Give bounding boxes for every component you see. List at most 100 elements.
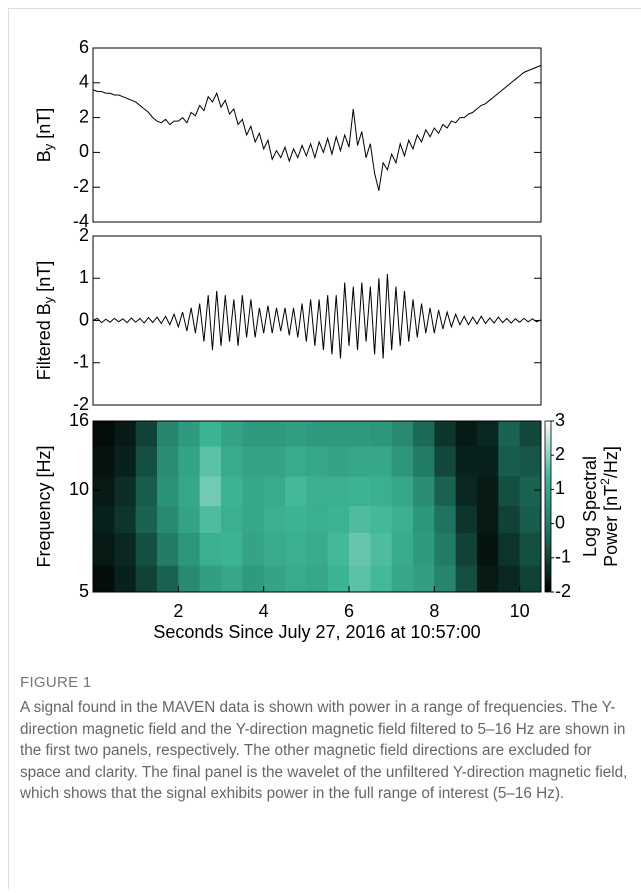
data-line <box>92 64 542 191</box>
heatmap-cell <box>498 476 521 507</box>
colorbar-label-part: /Hz] <box>601 446 621 478</box>
heatmap-cell <box>349 445 371 477</box>
heatmap-cell <box>413 532 435 566</box>
y-axis-label-part: Filtered B <box>34 303 54 380</box>
heatmap-cell <box>434 532 457 566</box>
heatmap-cell <box>199 505 222 533</box>
colorbar-label: Log Spectral <box>580 456 600 557</box>
y-axis-label: By [nT] <box>34 108 57 163</box>
y-axis-label-part: [nT] <box>34 108 54 144</box>
heatmap-cell <box>114 505 137 533</box>
heatmap-cell <box>199 445 222 477</box>
heatmap-cell <box>221 505 243 533</box>
heatmap-cell <box>477 476 499 507</box>
heatmap-cell <box>455 421 478 447</box>
heatmap-cell <box>306 505 329 533</box>
heatmap-cell <box>285 476 307 507</box>
heatmap-cell <box>370 505 393 533</box>
heatmap-cell <box>306 445 329 477</box>
heatmap-cell <box>349 565 371 593</box>
heatmap-cell <box>498 421 521 447</box>
data-line <box>92 273 542 359</box>
y-tick-label: -1 <box>73 352 89 372</box>
heatmap-cell <box>306 532 329 566</box>
heatmap-cell <box>413 476 435 507</box>
heatmap-cell <box>285 532 307 566</box>
heatmap-cell <box>263 532 286 566</box>
y-tick-label: 0 <box>79 309 89 329</box>
y-tick-label: -2 <box>73 394 89 414</box>
heatmap-cell <box>519 505 542 533</box>
heatmap-cell <box>285 421 307 447</box>
heatmap-cell <box>349 532 371 566</box>
heatmap-cell <box>498 565 521 593</box>
figure-frame <box>8 8 641 889</box>
heatmap-cell <box>391 421 414 447</box>
heatmap-cell <box>157 445 179 477</box>
heatmap-cell <box>157 505 179 533</box>
heatmap-cell <box>114 565 137 593</box>
y-tick-label: 16 <box>69 410 89 430</box>
heatmap-cell <box>135 421 158 447</box>
heatmap-cell <box>135 565 158 593</box>
heatmap-cell <box>455 505 478 533</box>
heatmap-cell <box>455 565 478 593</box>
heatmap-cell <box>413 445 435 477</box>
x-tick-label: 6 <box>344 601 354 621</box>
heatmap-cell <box>285 445 307 477</box>
heatmap-cell <box>178 565 201 593</box>
y-tick-label: 6 <box>79 37 89 57</box>
heatmap-cell <box>498 505 521 533</box>
heatmap-cell <box>157 421 179 447</box>
heatmap-cell <box>519 565 542 593</box>
heatmap-cell <box>306 421 329 447</box>
heatmap-cell <box>370 532 393 566</box>
y-tick-label: 4 <box>79 72 89 92</box>
heatmap-cell <box>413 421 435 447</box>
heatmap-cell <box>370 476 393 507</box>
colorbar-label-part: 2 <box>598 478 612 485</box>
heatmap-cell <box>157 532 179 566</box>
heatmap-cell <box>327 565 350 593</box>
heatmap-cell <box>221 565 243 593</box>
heatmap-cell <box>477 421 499 447</box>
heatmap-cell <box>519 421 542 447</box>
heatmap-cell <box>178 445 201 477</box>
heatmap-cell <box>178 505 201 533</box>
heatmap-cell <box>498 445 521 477</box>
colorbar-label-part: Power [nT <box>601 485 621 567</box>
heatmap-cell <box>327 532 350 566</box>
plot-frame <box>92 47 542 223</box>
heatmap-cell <box>135 532 158 566</box>
heatmap-cell <box>285 505 307 533</box>
heatmap-cell <box>370 421 393 447</box>
heatmap-cell <box>114 476 137 507</box>
y-tick-label: 1 <box>79 267 89 287</box>
y-tick-label: -2 <box>73 176 89 196</box>
y-axis-label-part: B <box>34 150 54 162</box>
heatmap-cell <box>93 421 115 447</box>
heatmap-cell <box>199 476 222 507</box>
colorbar-label: Power [nT2/Hz] <box>598 446 621 567</box>
y-axis-label-part: [nT] <box>34 261 54 297</box>
heatmap-cell <box>391 505 414 533</box>
heatmap-cell <box>370 445 393 477</box>
heatmap-cell <box>455 476 478 507</box>
heatmap-cell <box>349 421 371 447</box>
heatmap-cell <box>199 421 222 447</box>
heatmap-cell <box>242 505 265 533</box>
heatmap-cell <box>263 505 286 533</box>
heatmap-cell <box>242 565 265 593</box>
heatmap-cell <box>519 532 542 566</box>
heatmap-cell <box>93 532 115 566</box>
heatmap-cell <box>498 532 521 566</box>
y-axis-label-part: y <box>41 143 56 150</box>
heatmap-cell <box>370 565 393 593</box>
heatmap-cell <box>157 476 179 507</box>
heatmap-cell <box>413 565 435 593</box>
heatmap-cell <box>455 532 478 566</box>
colorbar-tick-label: 3 <box>555 410 565 430</box>
heatmap-cell <box>221 476 243 507</box>
heatmap-cell <box>413 505 435 533</box>
x-tick-label: 2 <box>173 601 183 621</box>
